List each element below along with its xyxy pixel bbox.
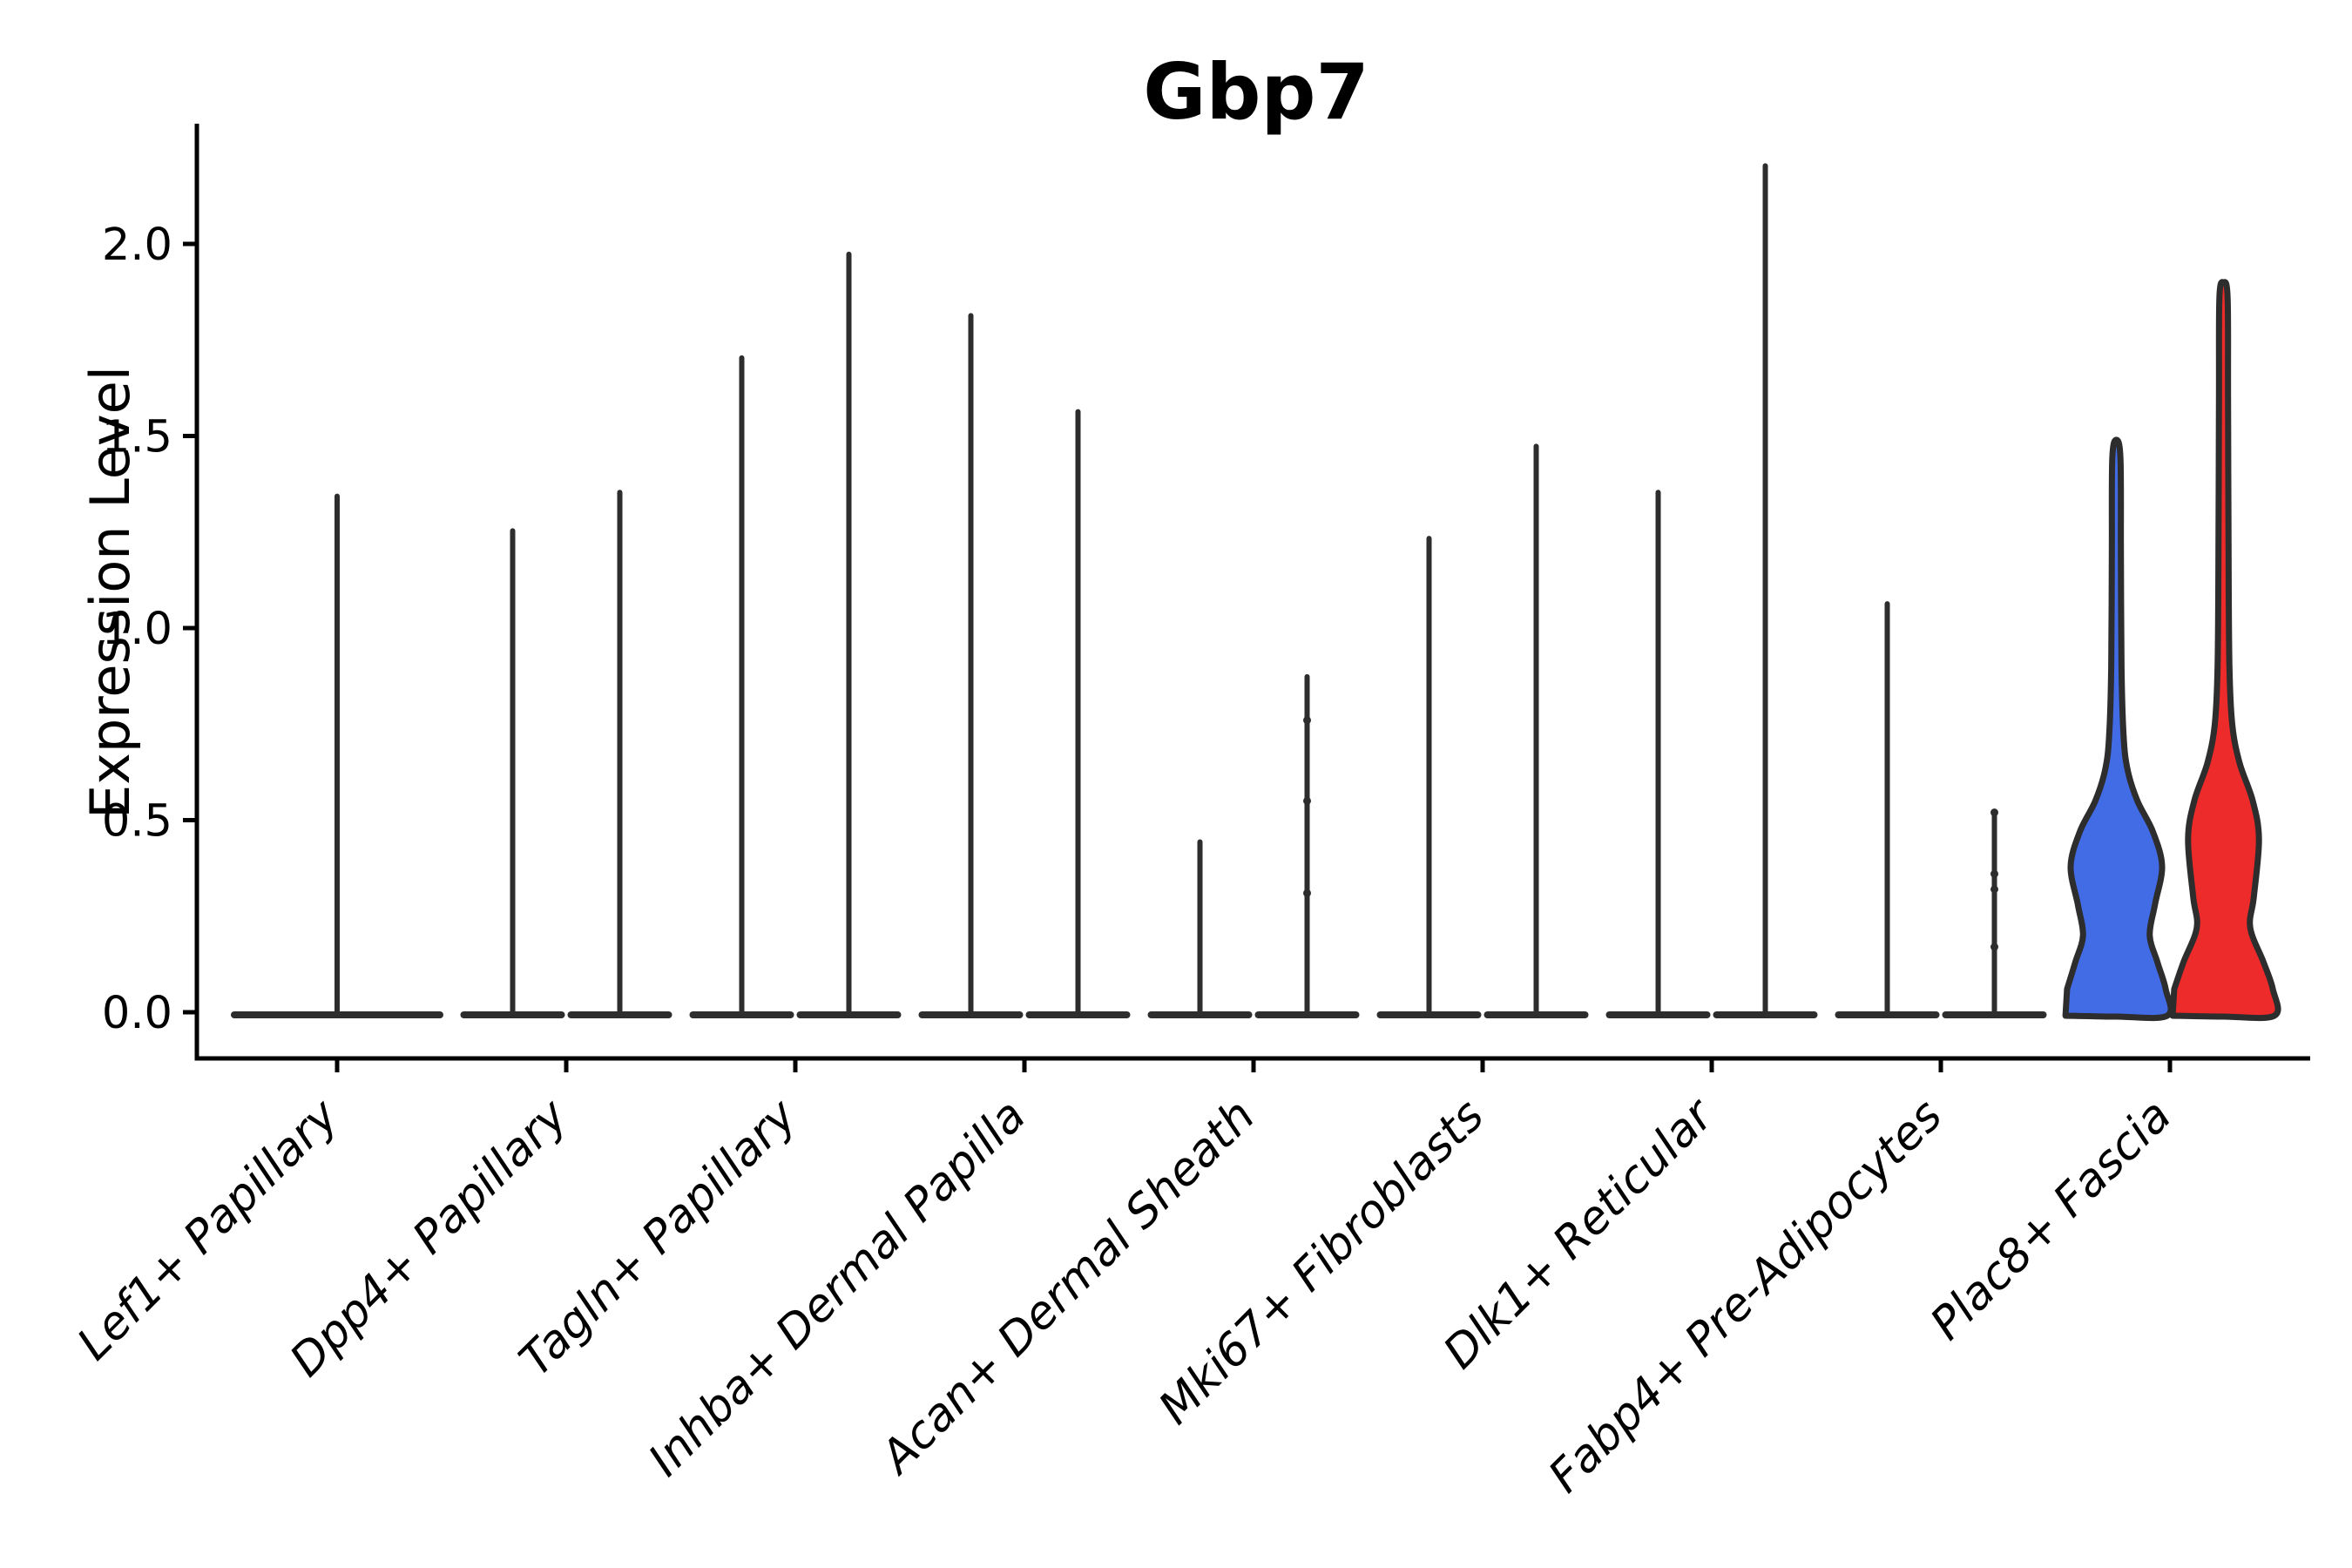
y-tick-label: 0.0 [102, 988, 172, 1039]
jitter-dot [1990, 943, 1998, 951]
y-tick-label: 2.0 [102, 220, 172, 271]
jitter-dot [1990, 808, 1998, 817]
violin-body [2062, 436, 2174, 1022]
x-tick-label: Inhba+ Dermal Papilla [639, 1090, 1036, 1487]
y-tick-label: 1.5 [102, 412, 172, 463]
violin-body [2169, 279, 2281, 1022]
y-axis-label: Expression Level [78, 366, 142, 819]
x-tick-label: Plac8+ Fascia [1921, 1090, 2181, 1350]
jitter-dot [1303, 716, 1311, 725]
jitter-dot [1990, 869, 1998, 878]
violins-group [231, 163, 2281, 1022]
y-tick-label: 0.5 [102, 796, 172, 848]
jitter-dot [1303, 796, 1311, 805]
x-tick-label: Fabp4+ Pre-Adipocytes [1539, 1090, 1953, 1504]
jitter-dot [1303, 889, 1311, 897]
x-tick-label: Acan+ Dermal Sheath [869, 1090, 1265, 1485]
chart-title: Gbp7 [1143, 47, 1369, 137]
jitter-dot [1990, 885, 1998, 894]
y-tick-label: 1.0 [102, 604, 172, 655]
